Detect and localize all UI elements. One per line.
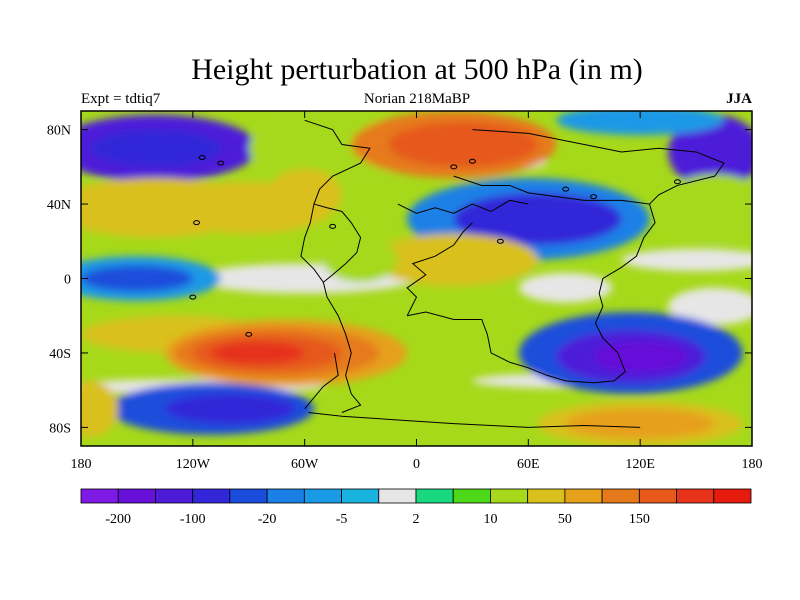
- coastlines: [189, 119, 725, 428]
- colorbar-label: -100: [180, 512, 206, 527]
- coastline: [472, 129, 725, 205]
- lat-tick-label: 80S: [49, 421, 71, 436]
- island: [245, 331, 253, 337]
- island: [673, 179, 681, 185]
- lon-tick-label: 0: [413, 457, 420, 472]
- colorbar-box: [638, 488, 677, 504]
- colorbar-box: [192, 488, 231, 504]
- field-contour: [81, 380, 119, 437]
- field-contour: [164, 393, 296, 424]
- island: [217, 160, 225, 166]
- lat-tick-label: 0: [64, 273, 71, 288]
- colorbar-box: [117, 488, 156, 504]
- island: [590, 194, 598, 200]
- field-contour: [519, 272, 613, 303]
- lon-tick-label: 60E: [517, 457, 540, 472]
- colorbar-label: -5: [336, 512, 348, 527]
- colorbar-box: [564, 488, 603, 504]
- field-contour: [323, 237, 398, 283]
- field-contour: [369, 233, 538, 286]
- lon-tick-label: 180: [742, 457, 763, 472]
- lon-tick-label: 120W: [176, 457, 211, 472]
- island: [193, 220, 201, 226]
- coastline: [407, 175, 656, 384]
- field-contour: [565, 408, 715, 439]
- field-contour: [658, 174, 752, 242]
- field-contour: [81, 265, 193, 292]
- colorbar-box: [303, 488, 342, 504]
- season-label: JJA: [726, 91, 752, 107]
- contour-field: [81, 111, 752, 446]
- colorbar-box: [452, 488, 491, 504]
- colorbar-label: 150: [629, 512, 650, 527]
- field-contour: [668, 114, 752, 190]
- island: [329, 223, 337, 229]
- experiment-label: Expt = tdtiq7: [81, 91, 161, 107]
- field-contour: [593, 341, 687, 372]
- island: [496, 238, 504, 244]
- colorbar-label: 2: [413, 512, 420, 527]
- lat-tick-label: 40N: [47, 198, 71, 213]
- period-label: Norian 218MaBP: [363, 91, 471, 107]
- lon-tick-label: 60W: [291, 457, 319, 472]
- field-contour: [388, 122, 538, 167]
- island: [198, 155, 206, 161]
- field-band: [668, 287, 752, 326]
- colorbar-box: [527, 488, 566, 504]
- colorbar-box: [341, 488, 380, 504]
- field-contour: [453, 192, 622, 245]
- coastline: [397, 199, 529, 214]
- colorbar-label: -20: [258, 512, 277, 527]
- colorbar-box: [80, 488, 119, 504]
- field-layer: [81, 111, 752, 446]
- colorbar: -200 -100 -20 -5 2 10 50 150: [80, 488, 752, 527]
- colorbar-box: [415, 488, 454, 504]
- island: [562, 186, 570, 192]
- field-contour: [211, 341, 305, 365]
- coastline: [406, 222, 473, 316]
- colorbar-box: [713, 488, 752, 504]
- lat-tick-label: 40S: [49, 347, 71, 362]
- field-band: [621, 248, 752, 272]
- colorbar-box: [378, 488, 417, 504]
- colorbar-label: 10: [483, 512, 497, 527]
- island: [450, 164, 458, 170]
- coastline: [308, 412, 641, 428]
- colorbar-box: [155, 488, 194, 504]
- colorbar-box: [266, 488, 305, 504]
- field-contour: [267, 168, 342, 221]
- coastline: [300, 119, 371, 413]
- lat-tick-label: 80N: [47, 124, 71, 139]
- lon-tick-label: 180: [71, 457, 92, 472]
- colorbar-box: [229, 488, 268, 504]
- colorbar-box: [601, 488, 640, 504]
- chart-title: Height perturbation at 500 hPa (in m): [191, 53, 643, 86]
- colorbar-box: [676, 488, 715, 504]
- colorbar-label: 50: [558, 512, 572, 527]
- colorbar-label: -200: [105, 512, 131, 527]
- field-contour: [556, 111, 725, 136]
- coastline: [304, 352, 339, 410]
- axis-ticks: 180 120W 60W 0 60E 120E 180 80N 40N 0 40S 80S: [47, 111, 763, 472]
- island: [189, 294, 197, 300]
- field-contour: [90, 129, 221, 167]
- colorbar-box: [490, 488, 529, 504]
- island: [468, 158, 476, 164]
- coastline: [313, 203, 362, 283]
- lon-tick-label: 120E: [625, 457, 655, 472]
